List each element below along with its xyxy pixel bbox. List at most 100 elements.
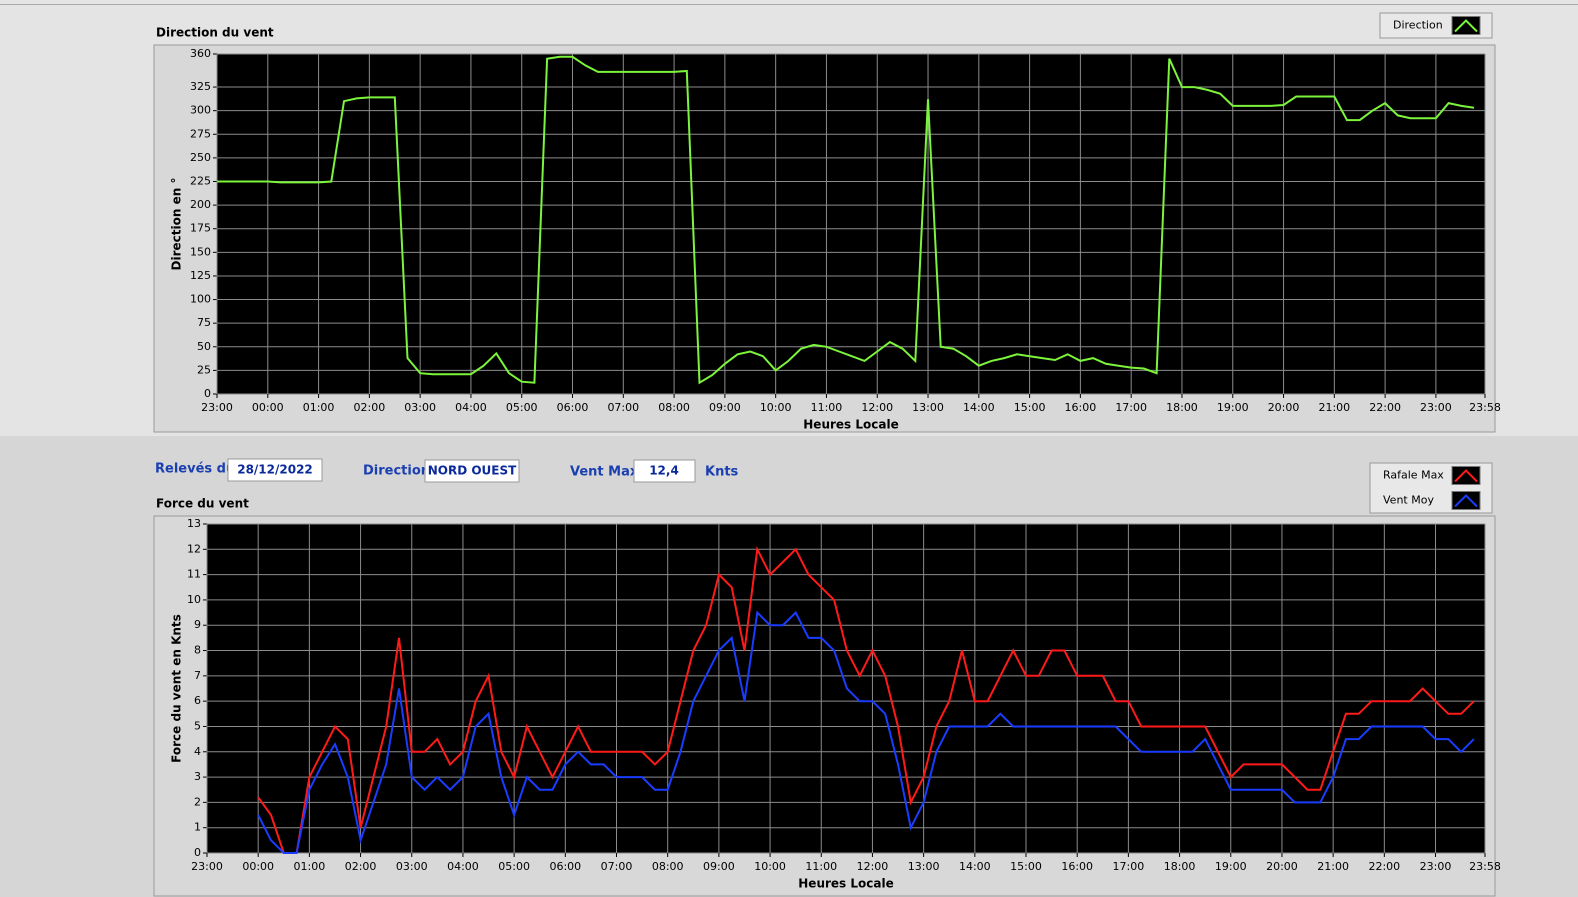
x-tick-label: 23:58	[1469, 401, 1501, 414]
y-tick-label: 5	[194, 719, 201, 732]
y-tick-label: 1	[194, 821, 201, 834]
x-tick-label: 08:00	[658, 401, 690, 414]
x-tick-label: 23:00	[201, 401, 233, 414]
x-tick-label: 03:00	[396, 860, 428, 873]
x-axis-title: Heures Locale	[803, 418, 898, 432]
y-tick-label: 200	[190, 198, 211, 211]
x-tick-label: 00:00	[252, 401, 284, 414]
y-tick-label: 100	[190, 293, 211, 306]
unit-label: Knts	[705, 465, 739, 480]
y-tick-label: 325	[190, 80, 211, 93]
y-tick-label: 0	[204, 387, 211, 400]
x-tick-label: 20:00	[1268, 401, 1300, 414]
y-tick-label: 175	[190, 222, 211, 235]
legend-swatch	[1451, 491, 1481, 510]
y-tick-label: 125	[190, 269, 211, 282]
direction-field[interactable]	[424, 459, 520, 483]
y-tick-label: 75	[197, 316, 211, 329]
y-tick-label: 0	[194, 846, 201, 859]
x-tick-label: 01:00	[294, 860, 326, 873]
x-tick-label: 23:58	[1469, 860, 1501, 873]
data-line	[217, 55, 1475, 385]
x-tick-label: 19:00	[1217, 401, 1249, 414]
y-tick-label: 250	[190, 151, 211, 164]
x-tick-label: 04:00	[455, 401, 487, 414]
x-tick-label: 17:00	[1113, 860, 1145, 873]
x-tick-label: 18:00	[1164, 860, 1196, 873]
x-tick-label: 09:00	[703, 860, 735, 873]
x-tick-label: 16:00	[1061, 860, 1093, 873]
date-field[interactable]	[227, 458, 323, 482]
x-tick-label: 11:00	[811, 401, 843, 414]
x-tick-label: 01:00	[303, 401, 335, 414]
y-tick-label: 25	[197, 363, 211, 376]
y-tick-label: 300	[190, 104, 211, 117]
wind-max-label: Vent Max	[570, 465, 639, 480]
x-tick-label: 07:00	[601, 860, 633, 873]
y-tick-label: 150	[190, 245, 211, 258]
x-tick-label: 15:00	[1010, 860, 1042, 873]
x-tick-label: 10:00	[760, 401, 792, 414]
x-tick-label: 10:00	[754, 860, 786, 873]
x-tick-label: 08:00	[652, 860, 684, 873]
y-axis-title: Force du vent en Knts	[170, 614, 184, 763]
legend-label: Rafale Max	[1383, 469, 1444, 482]
x-tick-label: 22:00	[1368, 860, 1400, 873]
x-tick-label: 11:00	[805, 860, 837, 873]
legend-swatch	[1451, 466, 1481, 485]
data-line	[257, 610, 1475, 854]
legend-line	[1454, 494, 1478, 508]
y-tick-label: 275	[190, 127, 211, 140]
y-tick-label: 11	[187, 568, 201, 581]
direction-value: NORD OUEST	[428, 464, 517, 478]
y-tick-label: 50	[197, 340, 211, 353]
x-tick-label: 06:00	[557, 401, 589, 414]
x-tick-label: 23:00	[1420, 401, 1452, 414]
x-tick-label: 09:00	[709, 401, 741, 414]
y-axis-title: Direction en °	[170, 178, 184, 271]
x-tick-label: 21:00	[1317, 860, 1349, 873]
y-tick-label: 13	[187, 517, 201, 530]
x-tick-label: 03:00	[404, 401, 436, 414]
y-tick-label: 2	[194, 795, 201, 808]
x-tick-label: 23:00	[1420, 860, 1452, 873]
chart-title: Force du vent	[156, 497, 249, 511]
x-tick-label: 12:00	[857, 860, 889, 873]
date-value: 28/12/2022	[237, 463, 313, 477]
x-tick-label: 13:00	[908, 860, 940, 873]
x-tick-label: 02:00	[354, 401, 386, 414]
chart-title: Direction du vent	[156, 26, 274, 40]
date-label: Relevés du	[155, 462, 235, 477]
x-tick-label: 17:00	[1115, 401, 1147, 414]
x-tick-label: 13:00	[912, 401, 944, 414]
legend-line	[1454, 19, 1478, 33]
y-tick-label: 3	[194, 770, 201, 783]
y-tick-label: 225	[190, 175, 211, 188]
x-tick-label: 02:00	[345, 860, 377, 873]
y-tick-label: 6	[194, 694, 201, 707]
x-tick-label: 07:00	[607, 401, 639, 414]
x-tick-label: 05:00	[498, 860, 530, 873]
x-tick-label: 04:00	[447, 860, 479, 873]
separator	[0, 4, 1578, 5]
y-tick-label: 7	[194, 669, 201, 682]
y-tick-label: 10	[187, 593, 201, 606]
x-tick-label: 00:00	[242, 860, 274, 873]
direction-label: Direction	[363, 464, 430, 479]
x-tick-label: 16:00	[1065, 401, 1097, 414]
x-tick-label: 21:00	[1318, 401, 1350, 414]
x-tick-label: 19:00	[1215, 860, 1247, 873]
legend-label: Direction	[1393, 19, 1443, 32]
wind-max-field[interactable]	[633, 459, 696, 483]
x-tick-label: 22:00	[1369, 401, 1401, 414]
legend-label: Vent Moy	[1383, 494, 1434, 507]
legend-line	[1454, 469, 1478, 483]
x-tick-label: 15:00	[1014, 401, 1046, 414]
x-tick-label: 23:00	[191, 860, 223, 873]
y-tick-label: 4	[194, 745, 201, 758]
legend-swatch	[1451, 16, 1481, 35]
x-tick-label: 14:00	[963, 401, 995, 414]
x-axis-title: Heures Locale	[798, 877, 893, 891]
x-tick-label: 12:00	[861, 401, 893, 414]
x-tick-label: 20:00	[1266, 860, 1298, 873]
